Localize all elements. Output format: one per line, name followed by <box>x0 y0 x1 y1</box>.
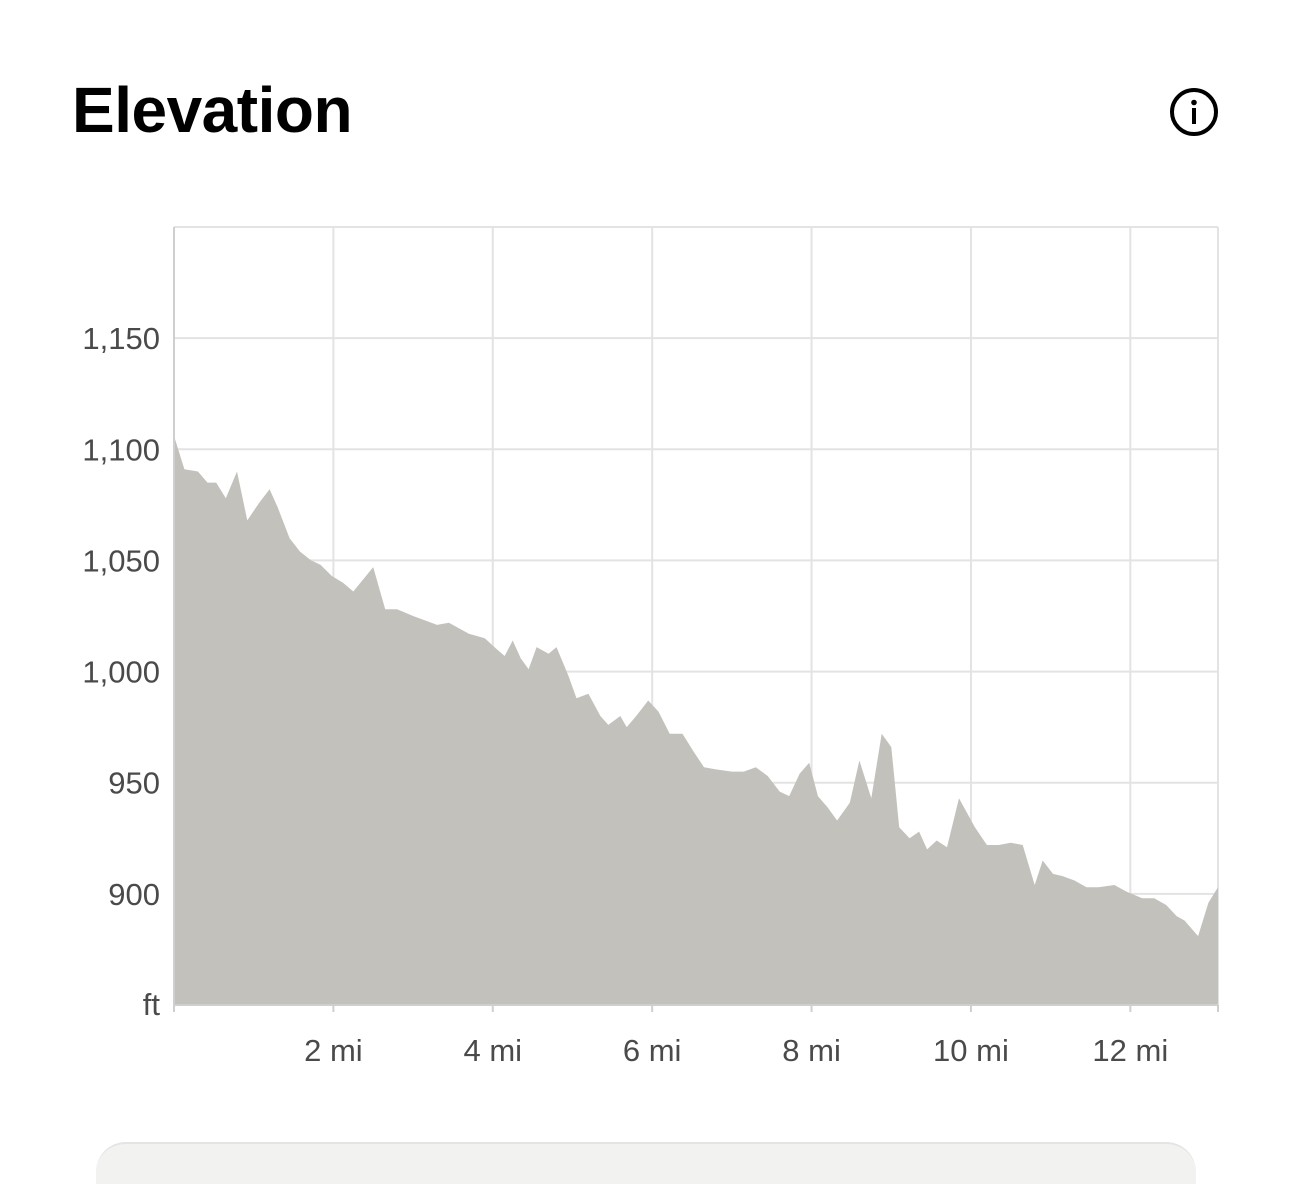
info-button[interactable] <box>1169 87 1219 137</box>
page-title: Elevation <box>72 74 353 146</box>
axes <box>173 227 1219 1012</box>
info-icon <box>1170 88 1218 136</box>
elevation-area <box>174 435 1218 1005</box>
x-tick-label: 4 mi <box>463 1033 522 1068</box>
x-tick-label: 6 mi <box>623 1033 682 1068</box>
header: Elevation <box>0 0 1290 200</box>
y-unit-label: ft <box>143 987 161 1022</box>
next-section-card <box>96 1142 1196 1184</box>
x-tick-label: 8 mi <box>782 1033 841 1068</box>
y-tick-label: 950 <box>108 766 160 801</box>
x-tick-label: 2 mi <box>304 1033 363 1068</box>
y-tick-label: 1,000 <box>82 655 160 690</box>
y-tick-label: 1,050 <box>82 543 160 578</box>
x-tick-label: 10 mi <box>933 1033 1009 1068</box>
x-tick-label: 12 mi <box>1092 1033 1168 1068</box>
area-series <box>174 435 1218 1005</box>
elevation-chart: 900 950 1,000 1,050 1,100 1,150 ft 2 mi 4 mi 6 mi… <box>82 226 1219 1068</box>
y-tick-label: 1,100 <box>82 432 160 467</box>
tick-labels: 900 950 1,000 1,050 1,100 1,150 ft 2 mi 4 mi 6 mi… <box>82 321 1168 1068</box>
y-tick-label: 1,150 <box>82 321 160 356</box>
y-tick-label: 900 <box>108 877 160 912</box>
